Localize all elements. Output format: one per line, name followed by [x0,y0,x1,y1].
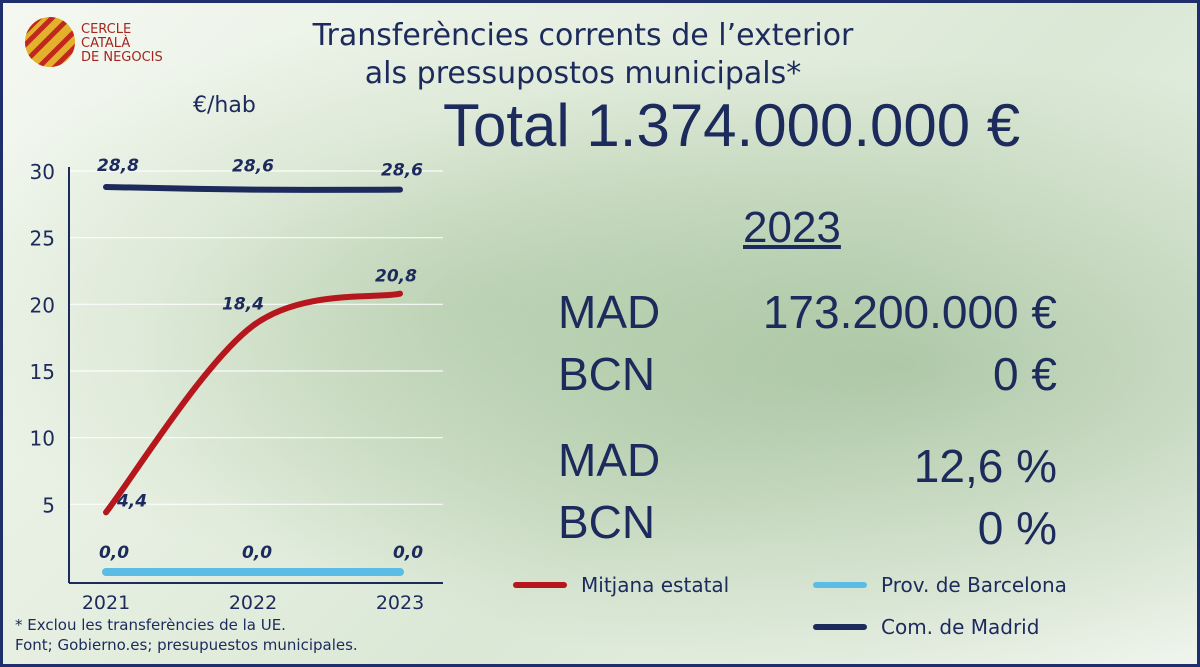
data-label: 18,4 [222,295,264,315]
line-chart: 5 10 15 20 25 30 2021 2022 2023 4,4 18,4 20,8 0,0 0… [30,156,443,614]
legend-label-madrid: Com. de Madrid [881,615,1040,639]
data-label: 20,8 [375,267,417,287]
title-line-2: als pressupostos municipals* [364,56,802,91]
legend-item-barcelona: Prov. de Barcelona [813,573,1067,597]
data-label: 28,6 [232,157,274,177]
year-heading: 2023 [743,203,841,252]
data-label: 0,0 [242,543,272,563]
logo-text: CERCLE CATALÀ DE NEGOCIS [81,23,163,65]
stat-value-bcn-percent: 0 % [977,502,1057,554]
y-tick-label: 25 [30,227,55,251]
series-line-madrid [103,184,403,193]
x-tick-label: 2021 [82,592,130,614]
footnote-1: * Exclou les transferències de la UE. [15,616,286,634]
stat-value-mad-percent: 12,6 % [913,440,1057,492]
footnotes: * Exclou les transferències de la UE. Fo… [15,615,358,655]
stat-label-mad-amount: MAD [558,286,661,338]
legend-label-barcelona: Prov. de Barcelona [881,573,1067,597]
page-title: Transferències corrents de l’exterior al… [233,17,933,93]
y-tick-label: 10 [30,427,55,451]
data-label: 4,4 [116,491,147,511]
legend-item-madrid: Com. de Madrid [813,615,1039,639]
stat-value-bcn-amount: 0 € [993,348,1057,400]
logo: CERCLE CATALÀ DE NEGOCIS [25,13,175,73]
logo-line-1: CERCLE [81,22,132,37]
logo-line-2: CATALÀ [81,36,131,51]
unit-label: €/hab [193,93,256,118]
y-tick-label: 15 [30,360,55,384]
y-tick-labels: 5 10 15 20 25 30 [30,160,55,517]
legend-swatch-barcelona [813,582,867,588]
total-amount: Total 1.374.000.000 € [443,92,1021,159]
logo-line-3: DE NEGOCIS [81,50,163,65]
legend-label-mitjana: Mitjana estatal [581,573,730,597]
y-tick-label: 5 [42,493,55,517]
series-line-mitjana [103,290,403,516]
data-labels: 4,4 18,4 20,8 0,0 0,0 0,0 28,8 28,6 28,6 [97,156,423,563]
data-label: 28,8 [97,156,139,176]
data-label: 0,0 [393,543,423,563]
chart-legend: Mitjana estatal Prov. de Barcelona Com. … [513,569,1153,649]
chart-axes [68,167,443,584]
stat-label-bcn-percent: BCN [558,496,656,548]
x-tick-label: 2022 [229,592,277,614]
legend-item-mitjana: Mitjana estatal [513,573,729,597]
data-label: 0,0 [99,543,129,563]
x-tick-label: 2023 [376,592,424,614]
legend-swatch-madrid [813,624,867,630]
y-tick-label: 30 [30,160,55,184]
data-label: 28,6 [381,161,423,181]
stat-label-bcn-amount: BCN [558,348,656,400]
chart-series [102,184,404,576]
title-line-1: Transferències corrents de l’exterior [312,18,854,53]
chart-grid [69,170,443,505]
x-tick-labels: 2021 2022 2023 [82,592,424,614]
y-tick-label: 20 [30,293,55,317]
stat-value-mad-amount: 173.200.000 € [762,286,1057,338]
footnote-2: Font; Gobierno.es; presupuestos municipa… [15,636,358,654]
legend-swatch-mitjana [513,582,567,588]
logo-mark-icon [25,17,75,67]
stat-label-mad-percent: MAD [558,434,661,486]
